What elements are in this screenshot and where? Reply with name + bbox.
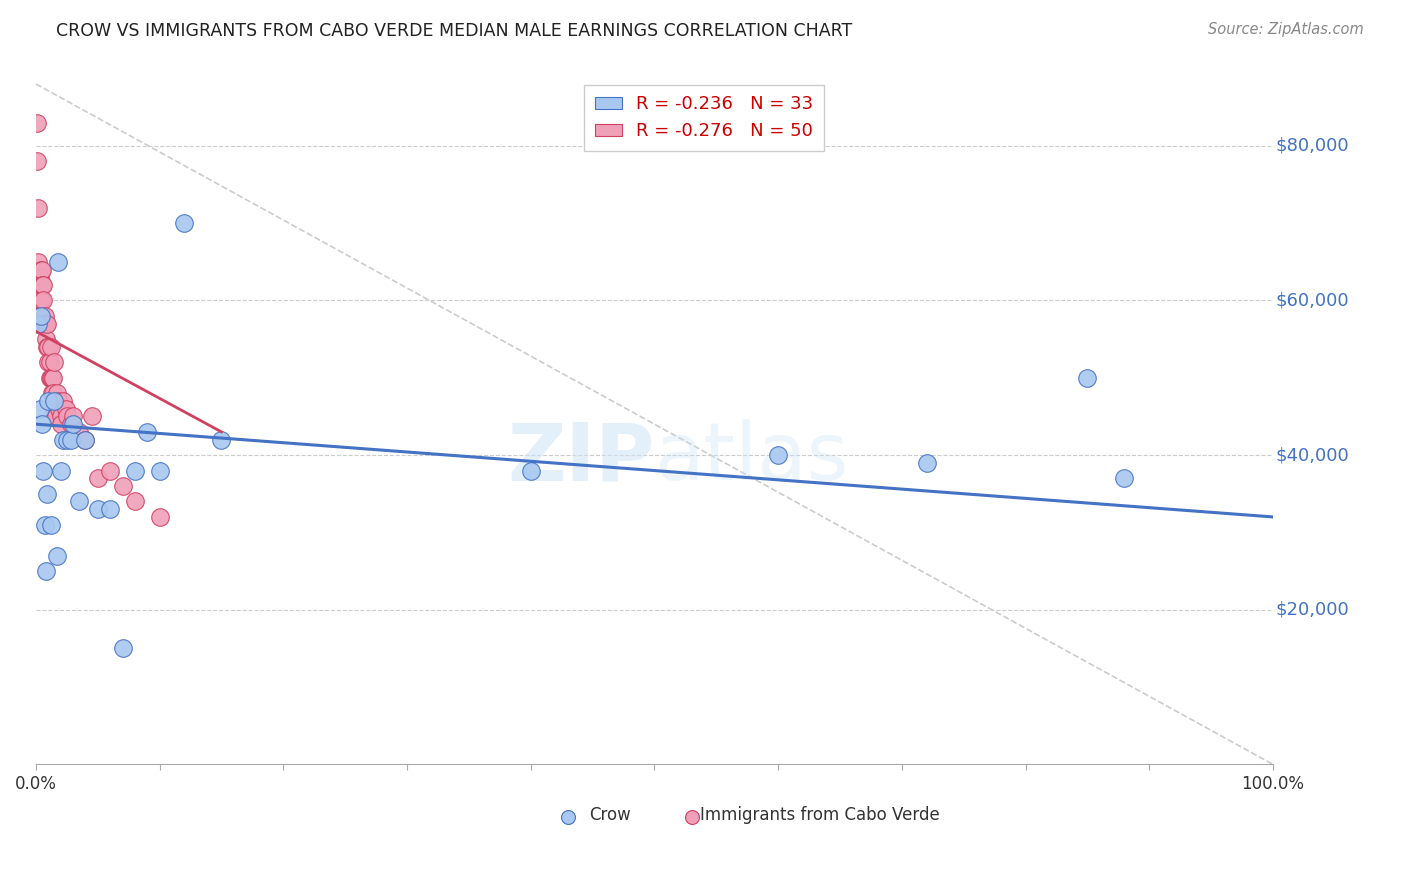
Point: [136, 425, 159, 439]
Point: [27, 317, 49, 331]
Point: [28, 293, 51, 308]
Point: [56, 409, 79, 424]
Point: [32, 464, 55, 478]
Point: [39, 371, 62, 385]
Point: [35, 317, 58, 331]
Point: [39, 517, 62, 532]
Text: CROW VS IMMIGRANTS FROM CABO VERDE MEDIAN MALE EARNINGS CORRELATION CHART: CROW VS IMMIGRANTS FROM CABO VERDE MEDIA…: [56, 22, 852, 40]
Point: [49, 409, 72, 424]
Point: [173, 216, 195, 230]
Point: [45, 394, 67, 409]
Point: [111, 479, 134, 493]
Point: [32, 293, 55, 308]
Point: [35, 332, 58, 346]
Point: [38, 355, 60, 369]
Point: [37, 340, 59, 354]
Point: [41, 371, 63, 385]
Point: [30, 262, 52, 277]
Point: [39, 340, 62, 354]
Point: [37, 394, 59, 409]
Point: [46, 386, 69, 401]
Point: [34, 309, 56, 323]
Point: [124, 464, 146, 478]
Point: [35, 564, 58, 578]
Point: [75, 433, 97, 447]
Point: [766, 448, 789, 462]
Point: [28, 401, 51, 416]
Point: [149, 510, 172, 524]
Point: [98, 464, 121, 478]
Point: [49, 464, 72, 478]
Point: [1114, 471, 1136, 485]
Point: [519, 464, 541, 478]
Point: [49, 417, 72, 432]
Point: [557, 757, 579, 772]
Point: [52, 394, 75, 409]
Point: [44, 401, 66, 416]
Point: [44, 355, 66, 369]
Text: $20,000: $20,000: [1275, 600, 1350, 619]
Point: [37, 355, 59, 369]
Point: [31, 262, 53, 277]
Point: [35, 340, 58, 354]
Point: [111, 641, 134, 656]
Point: [31, 278, 53, 293]
Text: $40,000: $40,000: [1275, 446, 1350, 464]
Point: [56, 433, 79, 447]
Point: [42, 386, 65, 401]
Point: [62, 417, 84, 432]
Point: [67, 425, 90, 439]
Point: [46, 549, 69, 563]
Point: [46, 394, 69, 409]
Text: Crow: Crow: [589, 806, 631, 824]
Point: [75, 433, 97, 447]
Legend: R = -0.236   N = 33, R = -0.276   N = 50: R = -0.236 N = 33, R = -0.276 N = 50: [583, 85, 824, 152]
Point: [27, 201, 49, 215]
Point: [87, 502, 110, 516]
Point: [25, 154, 48, 169]
Point: [30, 293, 52, 308]
Point: [44, 394, 66, 409]
Text: $60,000: $60,000: [1275, 292, 1348, 310]
Point: [35, 487, 58, 501]
Text: ZIP: ZIP: [508, 419, 654, 497]
Point: [59, 417, 82, 432]
Point: [32, 278, 55, 293]
Point: [35, 317, 58, 331]
Text: $80,000: $80,000: [1275, 136, 1348, 155]
Point: [1076, 371, 1098, 385]
Point: [34, 517, 56, 532]
Text: Immigrants from Cabo Verde: Immigrants from Cabo Verde: [700, 806, 941, 824]
Point: [42, 371, 65, 385]
Point: [87, 471, 110, 485]
Point: [80, 409, 103, 424]
Point: [149, 464, 172, 478]
Point: [55, 401, 77, 416]
Text: atlas: atlas: [654, 419, 849, 497]
Point: [46, 255, 69, 269]
Point: [41, 386, 63, 401]
Point: [124, 494, 146, 508]
Point: [30, 309, 52, 323]
Text: Source: ZipAtlas.com: Source: ZipAtlas.com: [1208, 22, 1364, 37]
Point: [31, 417, 53, 432]
Point: [45, 409, 67, 424]
Point: [52, 433, 75, 447]
Point: [27, 255, 49, 269]
Point: [28, 270, 51, 285]
Point: [681, 757, 703, 772]
Point: [25, 115, 48, 129]
Point: [62, 409, 84, 424]
Point: [98, 502, 121, 516]
Point: [48, 401, 70, 416]
Point: [59, 433, 82, 447]
Point: [67, 494, 90, 508]
Point: [211, 433, 233, 447]
Point: [915, 456, 938, 470]
Point: [38, 371, 60, 385]
Point: [34, 317, 56, 331]
